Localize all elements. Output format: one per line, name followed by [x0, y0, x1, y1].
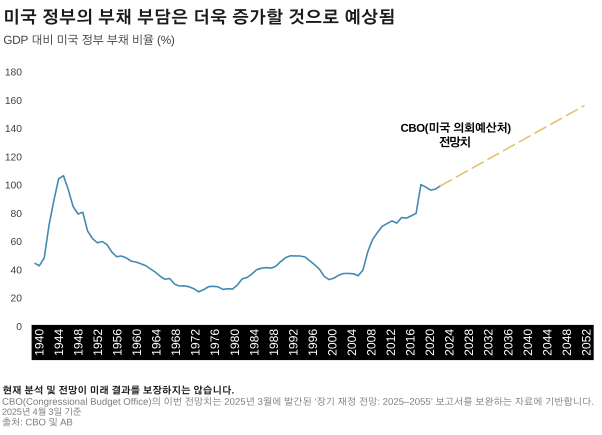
- svg-text:2052: 2052: [579, 329, 593, 356]
- svg-text:1964: 1964: [150, 329, 164, 356]
- svg-text:120: 120: [5, 152, 22, 163]
- svg-text:20: 20: [11, 294, 23, 305]
- svg-text:1948: 1948: [71, 329, 85, 356]
- svg-text:1944: 1944: [52, 329, 66, 356]
- svg-text:2040: 2040: [521, 329, 535, 356]
- svg-text:2008: 2008: [365, 329, 379, 356]
- svg-text:2004: 2004: [345, 329, 359, 356]
- svg-text:1956: 1956: [111, 329, 125, 356]
- svg-text:1972: 1972: [189, 329, 203, 356]
- svg-text:2000: 2000: [325, 329, 339, 356]
- svg-text:160: 160: [5, 96, 22, 107]
- svg-text:1984: 1984: [247, 329, 261, 356]
- svg-text:1968: 1968: [169, 329, 183, 356]
- svg-text:0: 0: [16, 322, 22, 333]
- svg-text:2020: 2020: [423, 329, 437, 356]
- svg-text:2048: 2048: [560, 329, 574, 356]
- svg-text:1992: 1992: [286, 329, 300, 356]
- svg-text:1976: 1976: [208, 329, 222, 356]
- svg-text:1952: 1952: [91, 329, 105, 356]
- svg-text:2036: 2036: [501, 329, 515, 356]
- svg-text:140: 140: [5, 124, 22, 135]
- svg-text:1988: 1988: [267, 329, 281, 356]
- svg-text:1980: 1980: [228, 329, 242, 356]
- svg-text:40: 40: [11, 265, 23, 276]
- svg-text:1960: 1960: [130, 329, 144, 356]
- svg-text:180: 180: [5, 68, 22, 79]
- svg-text:1996: 1996: [306, 329, 320, 356]
- svg-text:2044: 2044: [540, 329, 554, 356]
- svg-text:1940: 1940: [32, 329, 46, 356]
- svg-text:100: 100: [5, 181, 22, 192]
- svg-text:2024: 2024: [443, 329, 457, 356]
- svg-text:2016: 2016: [404, 329, 418, 356]
- svg-text:80: 80: [11, 209, 23, 220]
- svg-text:2012: 2012: [384, 329, 398, 356]
- svg-text:60: 60: [11, 237, 23, 248]
- svg-text:2028: 2028: [462, 329, 476, 356]
- svg-text:2032: 2032: [482, 329, 496, 356]
